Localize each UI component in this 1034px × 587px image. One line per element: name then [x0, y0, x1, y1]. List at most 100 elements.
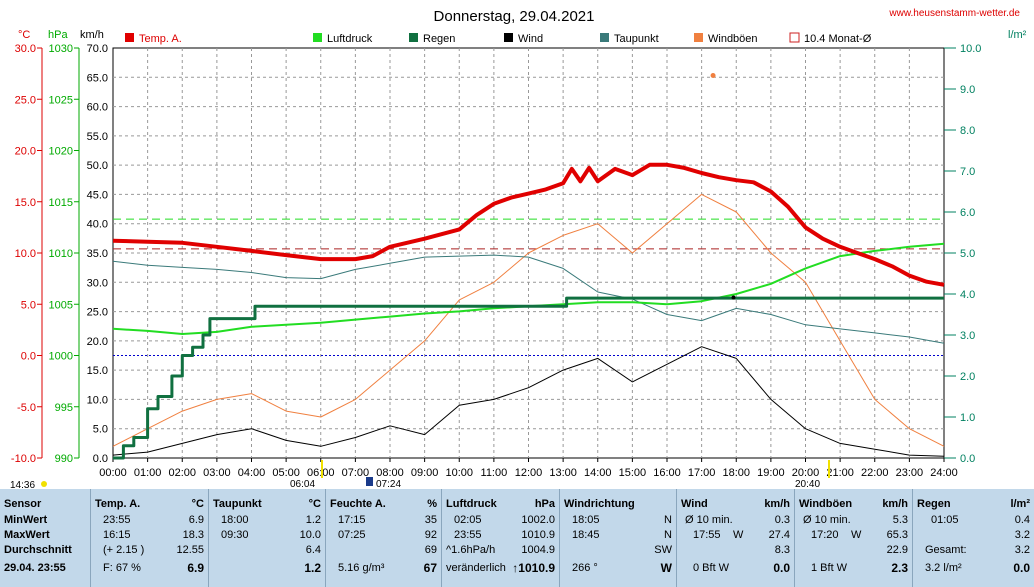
time-tick-label: 17:00 [688, 467, 716, 479]
grid [113, 48, 944, 458]
press-now-value: ↑1010.9 [512, 561, 555, 575]
hpa-tick-label: 1020 [49, 146, 73, 158]
gust-min-value: 5.3 [892, 514, 908, 526]
kmh-tick-label: 45.0 [87, 189, 108, 201]
press-min-time: 02:05 [454, 514, 482, 526]
wind-max-time: 17:55 [693, 529, 721, 541]
wind-now-note: 0 Bft W [693, 562, 730, 574]
press-unit: hPa [534, 498, 555, 510]
legend-swatch-7 [789, 32, 800, 43]
dew-min-value: 1.2 [305, 514, 321, 526]
marker-14-36: 14:36 [10, 480, 35, 489]
rain-total-value: 3.2 [1014, 544, 1030, 556]
legend-label-3: Regen [423, 33, 455, 45]
legend-label-0: Temp. A. [139, 33, 182, 45]
chart-title: Donnerstag, 29.04.2021 [434, 8, 595, 25]
wdir-max-time: 18:45 [572, 529, 600, 541]
press-now-note: veränderlich [446, 562, 506, 574]
temp-tick-label: -5.0 [17, 402, 36, 414]
dew-unit: °C [308, 498, 321, 510]
wdir-min-time: 18:05 [572, 514, 600, 526]
hum-avg-value: 69 [424, 544, 437, 556]
legend-label-2: Luftdruck [327, 33, 373, 45]
hpa-tick-label: 1030 [49, 43, 73, 55]
temp-min-value: 6.9 [188, 514, 204, 526]
gust-max-point [710, 73, 716, 79]
hpa-tick-label: 1000 [49, 351, 73, 363]
site-url[interactable]: www.heusenstamm-wetter.de [888, 8, 1020, 19]
stats-col-pressure: Luftdruck hPa 02:05 1002.0 23:55 1010.9 ^1.… [441, 489, 559, 587]
row-label-min: MinWert [4, 514, 48, 526]
rain-tick-label: 6.0 [960, 207, 975, 219]
row-label-max: MaxWert [4, 529, 50, 541]
rain-tick-label: 8.0 [960, 125, 975, 137]
wind-max-value: 27.4 [768, 529, 790, 541]
time-tick-label: 19:00 [757, 467, 785, 479]
temp-now-value: 6.9 [187, 561, 204, 575]
temp-tick-label: 30.0 [15, 43, 36, 55]
marker-20-40: 20:40 [795, 479, 820, 489]
rain-tick-label: 0.0 [960, 453, 975, 465]
temp-unit: °C [191, 498, 204, 510]
rain-tick-label: 7.0 [960, 166, 975, 178]
series-taupunkt [112, 254, 945, 344]
dew-max-value: 10.0 [299, 529, 321, 541]
time-tick-label: 12:00 [515, 467, 543, 479]
hpa-tick-label: 990 [55, 453, 73, 465]
wdir-avg-value: SW [654, 544, 672, 556]
stats-col-labels: Sensor MinWert MaxWert Durchschnitt 29.0… [0, 489, 90, 587]
dew-header: Taupunkt [213, 498, 262, 510]
time-tick-label: 07:00 [342, 467, 370, 479]
time-tick-label: 09:00 [411, 467, 439, 479]
temp-max-time: 16:15 [103, 529, 131, 541]
temp-tick-label: 0.0 [21, 351, 36, 363]
stats-col-wind: Wind km/h Ø 10 min. 0.3 17:55 W 27.4 8.3 0 B… [676, 489, 794, 587]
time-tick-label: 02:00 [168, 467, 196, 479]
unit-kmh: km/h [80, 29, 104, 41]
marker-06-04: 06:04 [290, 479, 315, 489]
y-axes: 30.0 25.0 20.0 15.0 10.0 5.0 0.0 -5.0 -10.0 1030 1… [11, 43, 982, 465]
legend-swatch-1 [217, 32, 228, 43]
unit-temp: °C [18, 29, 30, 41]
row-label-sensor: Sensor [4, 498, 42, 510]
rain-tick-label: 1.0 [960, 412, 975, 424]
temp-tick-label: 20.0 [15, 146, 36, 158]
time-tick-label: 08:00 [376, 467, 404, 479]
hum-min-time: 17:15 [338, 514, 366, 526]
temp-tick-label: 25.0 [15, 94, 36, 106]
x-axis: 00:00 01:00 02:00 03:00 04:00 05:00 06:00 07:00… [99, 458, 958, 479]
legend: Temp. A. Luftdruck Regen Wind Taupunkt Windbö… [125, 32, 872, 45]
gust-min-note: Ø 10 min. [803, 514, 851, 526]
wind-now-value: 0.0 [773, 561, 790, 575]
time-tick-label: 10:00 [445, 467, 473, 479]
row-label-avg: Durchschnitt [4, 544, 72, 556]
dew-min-time: 18:00 [221, 514, 249, 526]
kmh-tick-label: 15.0 [87, 365, 108, 377]
legend-swatch-0 [125, 33, 134, 42]
stats-col-humidity: Feuchte A.% 17:15 35 07:25 92 69 5.16 g/m³… [325, 489, 441, 587]
rain-min-value: 0.4 [1014, 514, 1030, 526]
kmh-tick-label: 60.0 [87, 102, 108, 114]
gust-max-dir: W [851, 529, 862, 541]
gust-unit: km/h [882, 498, 908, 510]
rain-max-value: 3.2 [1014, 529, 1030, 541]
temp-tick-label: 10.0 [15, 248, 36, 260]
wdir-now-value: W [660, 561, 672, 575]
hum-unit: % [427, 498, 437, 510]
hpa-tick-label: 1010 [49, 248, 73, 260]
legend-swatch-6 [694, 33, 703, 42]
row-label-now: 29.04. 23:55 [4, 562, 66, 574]
legend-label-6: Windböen [708, 33, 758, 45]
time-tick-label: 20:00 [792, 467, 820, 479]
dew-now-value: 1.2 [304, 561, 321, 575]
dew-avg-value: 6.4 [305, 544, 321, 556]
series-regen [113, 296, 944, 460]
wind-max-point [731, 295, 736, 300]
legend-swatch-2 [313, 33, 322, 42]
hpa-tick-label: 1005 [49, 299, 73, 311]
unit-hpa: hPa [48, 29, 68, 41]
temp-min-time: 23:55 [103, 514, 131, 526]
stats-col-wind-direction: Windrichtung 18:05 N 18:45 N SW 266 ° W [559, 489, 676, 587]
wind-avg-value: 8.3 [774, 544, 790, 556]
gust-now-value: 2.3 [891, 561, 908, 575]
